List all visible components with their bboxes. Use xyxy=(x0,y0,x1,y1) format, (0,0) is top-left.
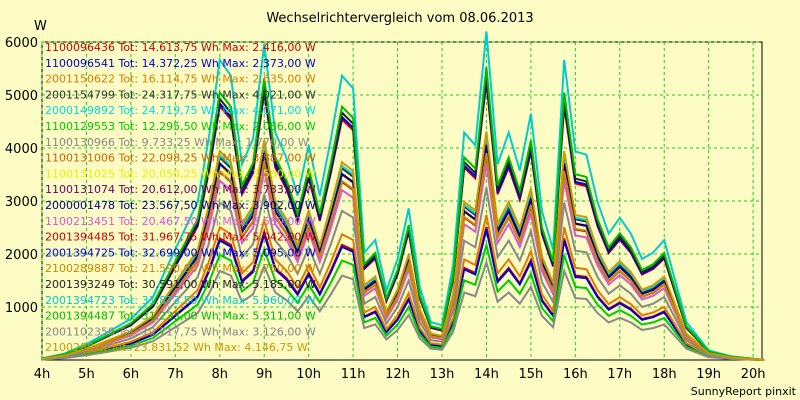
x-tick-label: 11h xyxy=(341,367,366,382)
x-tick-label: 13h xyxy=(430,367,455,382)
series-line-1100129553 xyxy=(41,241,765,361)
series-line-2001394723 xyxy=(41,31,765,361)
legend-entry: 2001394487 Tot: 31.233,00 Wh Max: 5.311,… xyxy=(45,310,316,323)
legend-entry: 1100131025 Tot: 20.050,25 Wh Max: 3.560,… xyxy=(45,167,316,180)
legend-entry: 1100130966 Tot: 9.733,25 Wh Max: 1.770,0… xyxy=(45,136,309,149)
x-tick-label: 17h xyxy=(607,367,632,382)
series-line-2001102358 xyxy=(41,187,765,361)
series-layer xyxy=(41,31,765,361)
x-tick-label: 4h xyxy=(34,367,51,382)
legend-entry: 2001394485 Tot: 31.967,75 Wh Max: 5.042,… xyxy=(45,231,316,244)
legend-entry: 1100129553 Tot: 12.295,50 Wh Max: 2.086,… xyxy=(45,120,316,133)
legend-entry: 1100131074 Tot: 20.612,00 Wh Max: 3.733,… xyxy=(45,183,316,196)
legend-entry: 2001154799 Tot: 24.317,75 Wh Max: 4.021,… xyxy=(45,88,316,101)
x-tick-label: 7h xyxy=(167,367,184,382)
legend-entry: 2001102358 Tot: 19.717,75 Wh Max: 3.126,… xyxy=(45,325,316,338)
series-line-2100289887 xyxy=(41,153,765,361)
series-line-1100096541 xyxy=(41,228,765,361)
legend-entry: 2100289887 Tot: 21.590,00 Wh Max: 3.750,… xyxy=(45,262,316,275)
series-line-2001394487 xyxy=(41,67,765,361)
legend-entry: 1100096541 Tot: 14.372,25 Wh Max: 2.373,… xyxy=(45,57,316,70)
legend-entry: 2001150622 Tot: 16.114,75 Wh Max: 2.635,… xyxy=(45,73,316,86)
y-tick-label: 5000 xyxy=(5,89,38,104)
y-tick-label: 2000 xyxy=(5,248,38,263)
x-tick-label: 20h xyxy=(741,367,766,382)
legend-entry: 1100131006 Tot: 22.098,25 Wh Max: 3.887,… xyxy=(45,152,316,165)
x-tick-label: 18h xyxy=(652,367,677,382)
chart-title: Wechselrichtervergleich vom 08.06.2013 xyxy=(266,11,533,26)
x-tick-label: 16h xyxy=(563,367,588,382)
series-line-2001150622 xyxy=(41,214,765,361)
x-tick-label: 15h xyxy=(518,367,543,382)
legend-entry: 2000149892 Tot: 24.719,75 Wh Max: 4.071,… xyxy=(45,104,316,117)
legend-entry: 1100213451 Tot: 20.467,50 Wh Max: 3.560,… xyxy=(45,215,316,228)
legend-entry: 2001394725 Tot: 32.699,00 Wh Max: 5.095,… xyxy=(45,246,316,259)
x-axis-ticks: 4h 5h 6h 7h 8h 9h 10h 11h 12h 13h 14h 15h 16h 17h 18h 1… xyxy=(34,367,766,382)
series-line-2100289xx xyxy=(41,131,765,361)
x-tick-label: 6h xyxy=(123,367,140,382)
legend-entry: 2000001478 Tot: 23.567,50 Wh Max: 3.902,… xyxy=(45,199,316,212)
y-axis-ticks: 1000 2000 3000 4000 5000 6000 xyxy=(5,36,38,316)
y-tick-label: 3000 xyxy=(5,195,38,210)
x-tick-label: 14h xyxy=(474,367,499,382)
y-axis-label: W xyxy=(34,19,47,34)
y-tick-label: 1000 xyxy=(5,301,38,316)
x-tick-label: 5h xyxy=(78,367,95,382)
footer-credit: SunnyReport pinxit xyxy=(691,385,797,398)
x-tick-label: 19h xyxy=(696,367,721,382)
y-tick-label: 4000 xyxy=(5,142,38,157)
y-tick-label: 6000 xyxy=(5,36,38,51)
x-tick-label: 9h xyxy=(256,367,273,382)
legend-entry: 2001394723 Tot: 31.873,50 Wh Max: 5.960,… xyxy=(45,294,316,307)
x-tick-label: 8h xyxy=(212,367,229,382)
legend-entry: 2100289xx Tot: 23.831,52 Wh Max: 4.146,7… xyxy=(45,341,308,354)
x-tick-label: 12h xyxy=(385,367,410,382)
legend-entry: 2001393249 Tot: 30.591,00 Wh Max: 5.185,… xyxy=(45,278,316,291)
legend-entry: 1100096436 Tot: 14.613,75 Wh Max: 2.416,… xyxy=(45,41,316,54)
legend: 1100096436 Tot: 14.613,75 Wh Max: 2.416,… xyxy=(45,41,316,354)
x-tick-label: 10h xyxy=(296,367,321,382)
series-line-1100130966 xyxy=(41,258,765,361)
